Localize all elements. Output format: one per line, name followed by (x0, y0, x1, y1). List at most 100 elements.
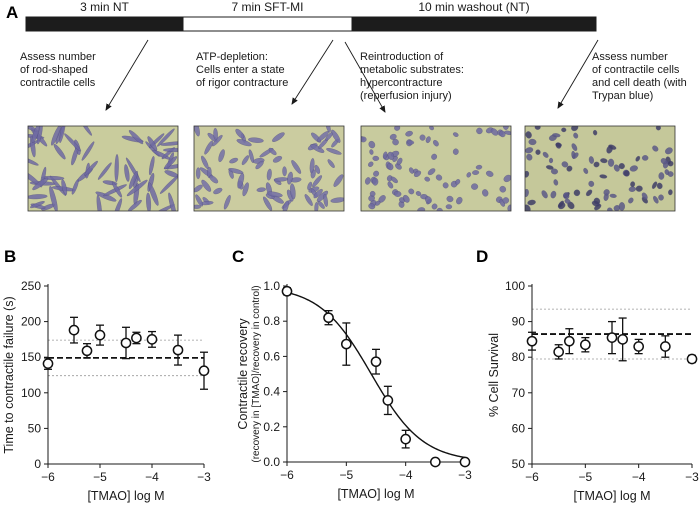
trypan-stained-cells-micrograph (524, 125, 676, 212)
chart-b-y-tick-label: 0 (34, 457, 41, 471)
step-2-line-3: of rigor contracture (196, 77, 288, 89)
chart-d-x-tick-label: −6 (525, 470, 539, 484)
chart-d-data-point (579, 339, 591, 351)
panel-letter-c: C (232, 247, 244, 266)
chart-b-x-tick-label: −5 (93, 470, 107, 484)
chart-d-x-axis-title: [TMAO] log M (573, 489, 650, 503)
chart-d-y-tick-label: 100 (505, 279, 525, 293)
chart-c-x-axis-title: [TMAO] log M (337, 487, 414, 501)
chart-d-x-tick-label: −4 (632, 470, 646, 484)
chart-c-data-point (323, 312, 334, 324)
chart-b-data-point (120, 337, 132, 349)
chart-c-x-tick-label: −3 (458, 468, 472, 482)
timeline-label-1: 3 min NT (80, 0, 129, 14)
chart-b-x-tick-label: −3 (197, 470, 211, 484)
timeline-label-2: 7 min SFT-MI (231, 0, 303, 14)
chart-d-y-tick-label: 50 (512, 457, 526, 471)
chart-d-data-point (686, 353, 698, 365)
chart-b-data-point (81, 345, 93, 357)
chart-d-cell-survival: 50 60 70 80 90 100 −6 −5 −4 −3 [TMAO] log M % Cell … (487, 279, 699, 503)
chart-d-data-point (633, 341, 645, 352)
chart-d-y-tick-label: 80 (512, 350, 526, 364)
chart-c-data-point (459, 456, 471, 468)
step-1-line-1: Assess number (20, 51, 96, 63)
step-2-line-2: Cells enter a state (196, 64, 285, 76)
step-3-line-4: (reperfusion injury) (360, 90, 452, 102)
chart-c-data-point (429, 456, 441, 468)
chart-c-x-tick-label: −4 (399, 468, 413, 482)
chart-d-y-axis-title: % Cell Survival (487, 333, 501, 417)
step-arrow-4 (557, 39, 599, 109)
step-4-line-4: Trypan blue) (592, 90, 653, 102)
rigor-contracture-cells-micrograph (193, 125, 345, 212)
chart-d-data-point (606, 332, 618, 343)
panel-letter-a: A (6, 3, 18, 22)
step-1-line-2: of rod-shaped (20, 64, 88, 76)
chart-b-y-tick-label: 100 (21, 386, 41, 400)
chart-d-x-tick-label: −5 (578, 470, 592, 484)
timeline-segment-1 (25, 16, 184, 32)
chart-d-data-point (659, 341, 671, 352)
chart-b-y-tick-label: 150 (21, 350, 41, 364)
chart-c-y-tick-label: 0.2 (263, 420, 280, 434)
timeline-segment-2 (182, 16, 353, 32)
chart-c-data-point (382, 395, 394, 406)
chart-d-data-point (553, 346, 565, 358)
step-arrow-3 (344, 41, 386, 113)
chart-c-y-tick-label: 0.4 (263, 385, 280, 399)
chart-b-y-tick-label: 50 (28, 421, 42, 435)
chart-d-x-tick-label: −3 (685, 470, 699, 484)
panel-letter-b: B (4, 247, 16, 266)
step-3-line-3: hypercontracture (360, 77, 443, 89)
step-4-line-2: of contractile cells (592, 64, 680, 76)
chart-b-x-tick-label: −6 (41, 470, 55, 484)
step-1-line-3: contractile cells (20, 77, 96, 89)
chart-b-y-axis-title: Time to contractile failure (s) (2, 296, 16, 453)
chart-c-data-point (281, 285, 293, 297)
chart-d-data-point (526, 335, 538, 347)
step-4-line-3: and cell death (with (592, 77, 687, 89)
chart-b-x-axis-title: [TMAO] log M (87, 489, 164, 503)
panel-letter-d: D (476, 247, 488, 266)
step-2-line-1: ATP-depletion: (196, 51, 268, 63)
step-4-line-1: Assess number (592, 51, 668, 63)
timeline-segment-3 (351, 16, 597, 32)
chart-b-data-point (172, 344, 184, 356)
chart-c-data-point (400, 433, 412, 445)
chart-c-data-point (340, 338, 352, 350)
chart-b-contractile-failure: 0 50 100 150 200 250 −6 −5 −4 −3 [TMAO] log M Time … (2, 279, 211, 503)
chart-c-y-tick-label: 0.6 (263, 349, 280, 363)
step-arrow-1 (105, 39, 149, 111)
chart-b-data-point (198, 365, 210, 377)
micrograph-row (27, 125, 676, 212)
chart-b-data-point (42, 358, 54, 369)
chart-c-y-tick-label: 1.0 (263, 279, 280, 293)
chart-d-y-tick-label: 70 (512, 386, 526, 400)
step-arrow-2 (291, 39, 334, 105)
chart-c-y-axis-subtitle: (recovery in [TMAO]/recovery in control) (251, 285, 262, 462)
chart-c-y-tick-label: 0.0 (263, 455, 280, 469)
chart-b-y-tick-label: 250 (21, 279, 41, 293)
chart-c-x-tick-label: −5 (339, 468, 353, 482)
chart-b-data-point (68, 324, 80, 336)
chart-d-data-point (563, 335, 575, 347)
chart-d-y-tick-label: 60 (512, 421, 526, 435)
step-3-line-2: metabolic substrates: (360, 64, 464, 76)
protocol-timeline: 3 min NT 7 min SFT-MI 10 min washout (NT) (25, 0, 597, 32)
rod-shaped-cells-micrograph (27, 125, 179, 212)
timeline-label-3: 10 min washout (NT) (418, 0, 529, 14)
chart-c-y-axis-title: Contractile recovery (236, 318, 250, 430)
step-3-line-1: Reintroduction of (360, 51, 444, 63)
chart-b-data-point (131, 332, 142, 344)
chart-d-y-tick-label: 90 (512, 315, 526, 329)
chart-b-data-point (94, 329, 106, 341)
panel-a-protocol: A 3 min NT 7 min SFT-MI 10 min washout (NT… (6, 0, 687, 212)
chart-c-contractile-recovery: 0.0 0.2 0.4 0.6 0.8 1.0 −6 −5 −4 −3 [TMAO] log M Co… (236, 279, 472, 501)
chart-b-data-point (146, 334, 158, 345)
chart-c-data-point (370, 356, 382, 368)
chart-c-x-tick-label: −6 (280, 468, 294, 482)
chart-b-x-tick-label: −4 (145, 470, 159, 484)
chart-b-y-tick-label: 200 (21, 315, 41, 329)
chart-c-y-tick-label: 0.8 (263, 314, 280, 328)
